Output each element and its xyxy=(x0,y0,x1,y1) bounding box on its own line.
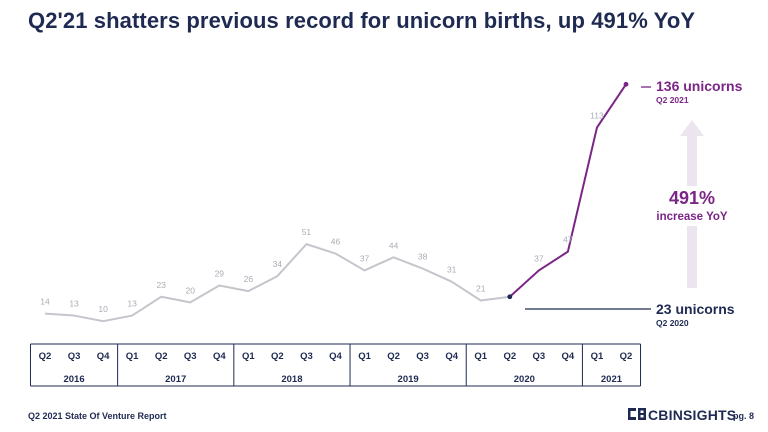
year-tick-label: 2019 xyxy=(398,374,419,385)
value-label: 21 xyxy=(476,284,486,294)
quarter-tick-label: Q3 xyxy=(416,351,429,362)
value-label: 10 xyxy=(98,304,108,314)
cb-logo-icon xyxy=(628,407,646,423)
value-label: 20 xyxy=(186,285,196,295)
quarter-tick-label: Q2 xyxy=(271,351,284,362)
quarter-tick-label: Q3 xyxy=(68,351,81,362)
year-tick-label: 2016 xyxy=(63,374,84,385)
quarter-tick-label: Q1 xyxy=(358,351,371,362)
value-label: 38 xyxy=(418,252,428,262)
page-number: pg. 8 xyxy=(733,411,755,421)
quarter-tick-label: Q3 xyxy=(300,351,313,362)
quarter-tick-label: Q2 xyxy=(155,351,168,362)
base-value-label: 23 unicorns xyxy=(656,301,735,317)
page-title: Q2'21 shatters previous record for unico… xyxy=(28,8,696,33)
value-label: 37 xyxy=(534,253,544,263)
quarter-tick-label: Q3 xyxy=(184,351,197,362)
peak-period-label: Q2 2021 xyxy=(656,95,689,105)
year-tick-label: 2018 xyxy=(281,374,302,385)
quarter-tick-label: Q1 xyxy=(126,351,139,362)
x-axis: Q2 Q3 Q4 Q1 Q2 Q3 Q4 Q1 Q2 Q3 Q4 Q1 Q2 Q3 Q4 Q1 Q2 Q3 Q4 Q1… xyxy=(29,343,642,387)
quarter-tick-label: Q4 xyxy=(97,351,110,362)
value-label: 13 xyxy=(127,299,137,309)
value-label: 34 xyxy=(273,259,283,269)
quarter-tick-label: Q1 xyxy=(591,351,604,362)
data-point-peak xyxy=(623,81,629,87)
year-tick-label: 2021 xyxy=(601,374,623,385)
quarter-tick-label: Q1 xyxy=(474,351,487,362)
increase-label: increase YoY xyxy=(656,211,728,223)
quarter-tick-label: Q2 xyxy=(620,351,633,362)
quarter-tick-label: Q3 xyxy=(533,351,546,362)
base-period-label: Q2 2020 xyxy=(656,318,689,328)
value-labels: 14 13 10 13 23 20 29 26 34 51 46 37 44 38 31 21 37 47 113 xyxy=(40,111,604,315)
value-label: 23 xyxy=(156,280,166,290)
quarter-tick-label: Q1 xyxy=(242,351,255,362)
increase-percent: 491% xyxy=(669,188,715,208)
data-point-base xyxy=(507,294,513,300)
value-label: 13 xyxy=(69,299,79,309)
series-line-history xyxy=(44,243,510,323)
value-label: 26 xyxy=(244,274,254,284)
brand-logo: CBINSIGHTS xyxy=(628,407,736,423)
series-line-highlight xyxy=(509,83,627,298)
value-label: 31 xyxy=(447,265,457,275)
brand-name: CBINSIGHTS xyxy=(648,407,737,423)
quarter-tick-label: Q4 xyxy=(445,351,458,362)
value-label: 51 xyxy=(302,227,312,237)
value-label: 47 xyxy=(563,235,573,245)
quarter-tick-label: Q2 xyxy=(503,351,516,362)
peak-value-label: 136 unicorns xyxy=(656,78,743,94)
quarter-tick-label: Q4 xyxy=(213,351,226,362)
report-name: Q2 2021 State Of Venture Report xyxy=(28,411,167,421)
quarter-tick-label: Q2 xyxy=(387,351,400,362)
year-tick-label: 2017 xyxy=(165,374,186,385)
quarter-tick-label: Q4 xyxy=(562,351,575,362)
value-label: 113 xyxy=(590,111,604,121)
value-label: 14 xyxy=(40,297,50,307)
year-tick-label: 2020 xyxy=(514,374,535,385)
value-label: 46 xyxy=(331,237,341,247)
series-lines xyxy=(44,81,629,323)
quarter-tick-label: Q4 xyxy=(329,351,342,362)
value-label: 44 xyxy=(389,240,399,250)
value-label: 29 xyxy=(215,268,225,278)
increase-text-bg xyxy=(648,186,738,226)
value-label: 37 xyxy=(360,253,370,263)
quarter-tick-label: Q2 xyxy=(39,351,52,362)
